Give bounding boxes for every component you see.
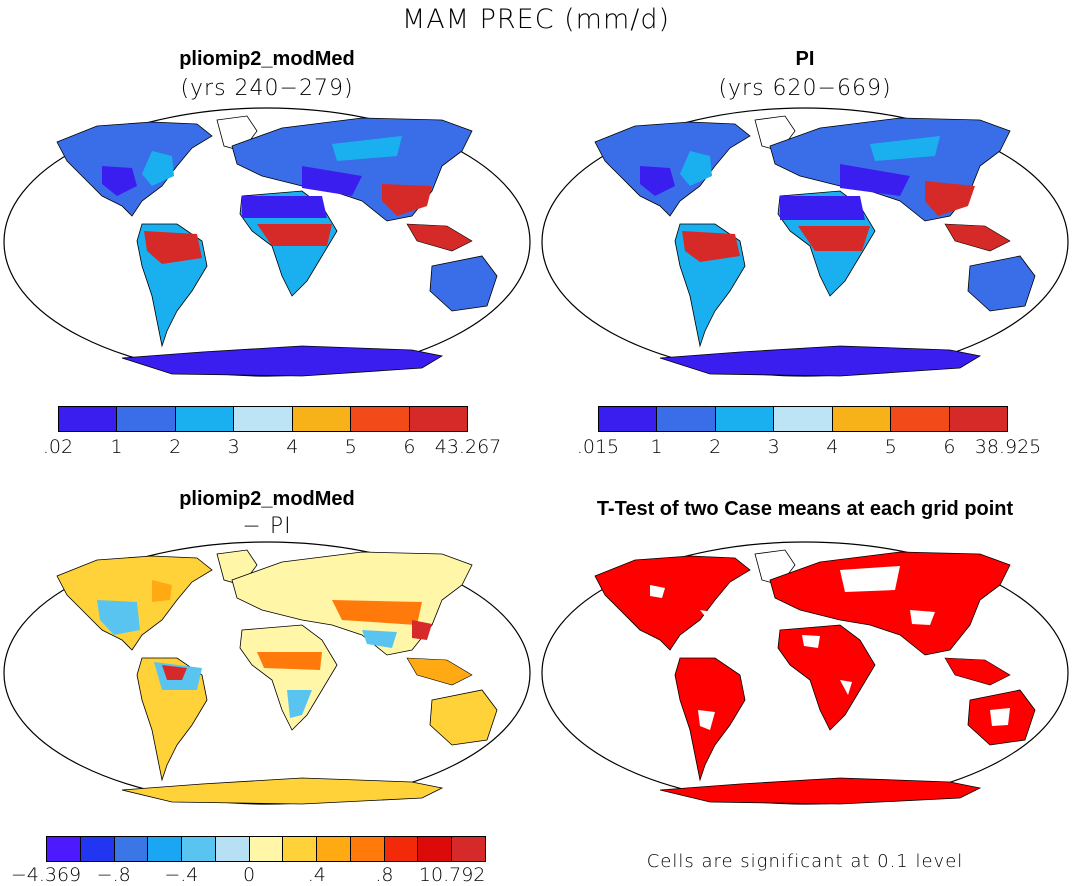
australia	[429, 255, 498, 312]
colorbar-bottom-left-swatch	[283, 837, 318, 861]
colorbar-tick-label: −4.369	[10, 864, 82, 886]
colorbar-bottom-left-swatch	[452, 837, 485, 861]
colorbar-bottom-left-swatch	[350, 837, 385, 861]
colorbar-tick-label: 4	[826, 436, 839, 458]
colorbar-top-left	[58, 406, 468, 432]
colorbar-tick-label: 43.267	[434, 436, 502, 458]
colorbar-top-right-swatch	[715, 407, 775, 431]
colorbar-bottom-left-swatch	[215, 837, 250, 861]
colorbar-tick-label: .015	[576, 436, 620, 458]
colorbar-top-left-swatch	[409, 407, 467, 431]
colorbar-tick-label: 1	[110, 436, 123, 458]
panel-subtitle-bottom-left: − PI	[242, 514, 292, 539]
colorbar-bottom-left-swatch	[47, 837, 81, 861]
figure-title: MAM PREC (mm/d)	[401, 4, 671, 35]
colorbar-tick-label: 3	[227, 436, 240, 458]
colorbar-bottom-left-swatch	[80, 837, 115, 861]
colorbar-top-right-swatch	[657, 407, 716, 431]
panel-title-top-right: PI	[795, 48, 815, 70]
colorbar-top-right	[598, 406, 1008, 432]
colorbar-tick-label: 6	[943, 436, 956, 458]
colorbar-bottom-left-labels: −4.369 −.8 −.4 0 .4 .8 10.792	[11, 864, 486, 886]
colorbar-tick-label: .8	[375, 864, 394, 886]
panel-title-bottom-left: pliomip2_modMed	[179, 488, 355, 510]
colorbar-top-left-swatch	[117, 407, 176, 431]
colorbar-bottom-left-swatch	[384, 837, 419, 861]
colorbar-top-left-swatch	[59, 407, 118, 431]
north-america	[56, 121, 213, 217]
colorbar-tick-label: 10.792	[418, 864, 486, 886]
map-top-left	[3, 107, 531, 377]
colorbar-tick-label: 3	[767, 436, 780, 458]
colorbar-tick-label: 5	[884, 436, 897, 458]
colorbar-top-right-swatch	[774, 407, 833, 431]
colorbar-top-right-swatch	[949, 407, 1007, 431]
colorbar-tick-label: 0	[243, 864, 256, 886]
colorbar-tick-label: 2	[169, 436, 182, 458]
panel-title-bottom-right: T-Test of two Case means at each grid po…	[596, 498, 1014, 520]
panel-title-top-left: pliomip2_modMed	[179, 48, 355, 70]
colorbar-tick-label: 5	[344, 436, 357, 458]
colorbar-top-right-swatch	[891, 407, 950, 431]
map-bottom-right	[541, 541, 1069, 805]
colorbar-bottom-left-swatch	[182, 837, 216, 861]
colorbar-bottom-left-swatch	[317, 837, 351, 861]
colorbar-tick-label: .4	[307, 864, 326, 886]
panel-subtitle-top-left: (yrs 240−279)	[180, 76, 354, 101]
colorbar-top-left-swatch	[351, 407, 410, 431]
colorbar-tick-label: 6	[403, 436, 416, 458]
colorbar-tick-label: 4	[286, 436, 299, 458]
colorbar-top-right-swatch	[599, 407, 658, 431]
antarctica	[121, 345, 444, 377]
colorbar-tick-label: 2	[709, 436, 722, 458]
panel-subtitle-top-right: (yrs 620−669)	[718, 76, 892, 101]
map-bottom-left	[3, 541, 531, 805]
colorbar-bottom-left-swatch	[114, 837, 149, 861]
colorbar-top-left-swatch	[175, 407, 235, 431]
colorbar-bottom-left-swatch	[249, 837, 284, 861]
colorbar-tick-label: 38.925	[974, 436, 1042, 458]
colorbar-tick-label: −.8	[96, 864, 131, 886]
colorbar-bottom-left-swatch	[148, 837, 183, 861]
colorbar-top-left-labels: .02 1 2 3 4 5 6 43.267	[43, 436, 501, 460]
colorbar-top-left-swatch	[234, 407, 293, 431]
map-top-right	[541, 107, 1069, 377]
colorbar-tick-label: .02	[42, 436, 74, 458]
colorbar-top-right-swatch	[832, 407, 892, 431]
significance-note: Cells are significant at 0.1 level	[646, 851, 964, 872]
colorbar-bottom-left	[46, 836, 486, 862]
colorbar-tick-label: 1	[650, 436, 663, 458]
colorbar-top-right-labels: .015 1 2 3 4 5 6 38.925	[577, 436, 1041, 460]
colorbar-top-left-swatch	[292, 407, 352, 431]
colorbar-bottom-left-swatch	[418, 837, 453, 861]
colorbar-tick-label: −.4	[164, 864, 199, 886]
